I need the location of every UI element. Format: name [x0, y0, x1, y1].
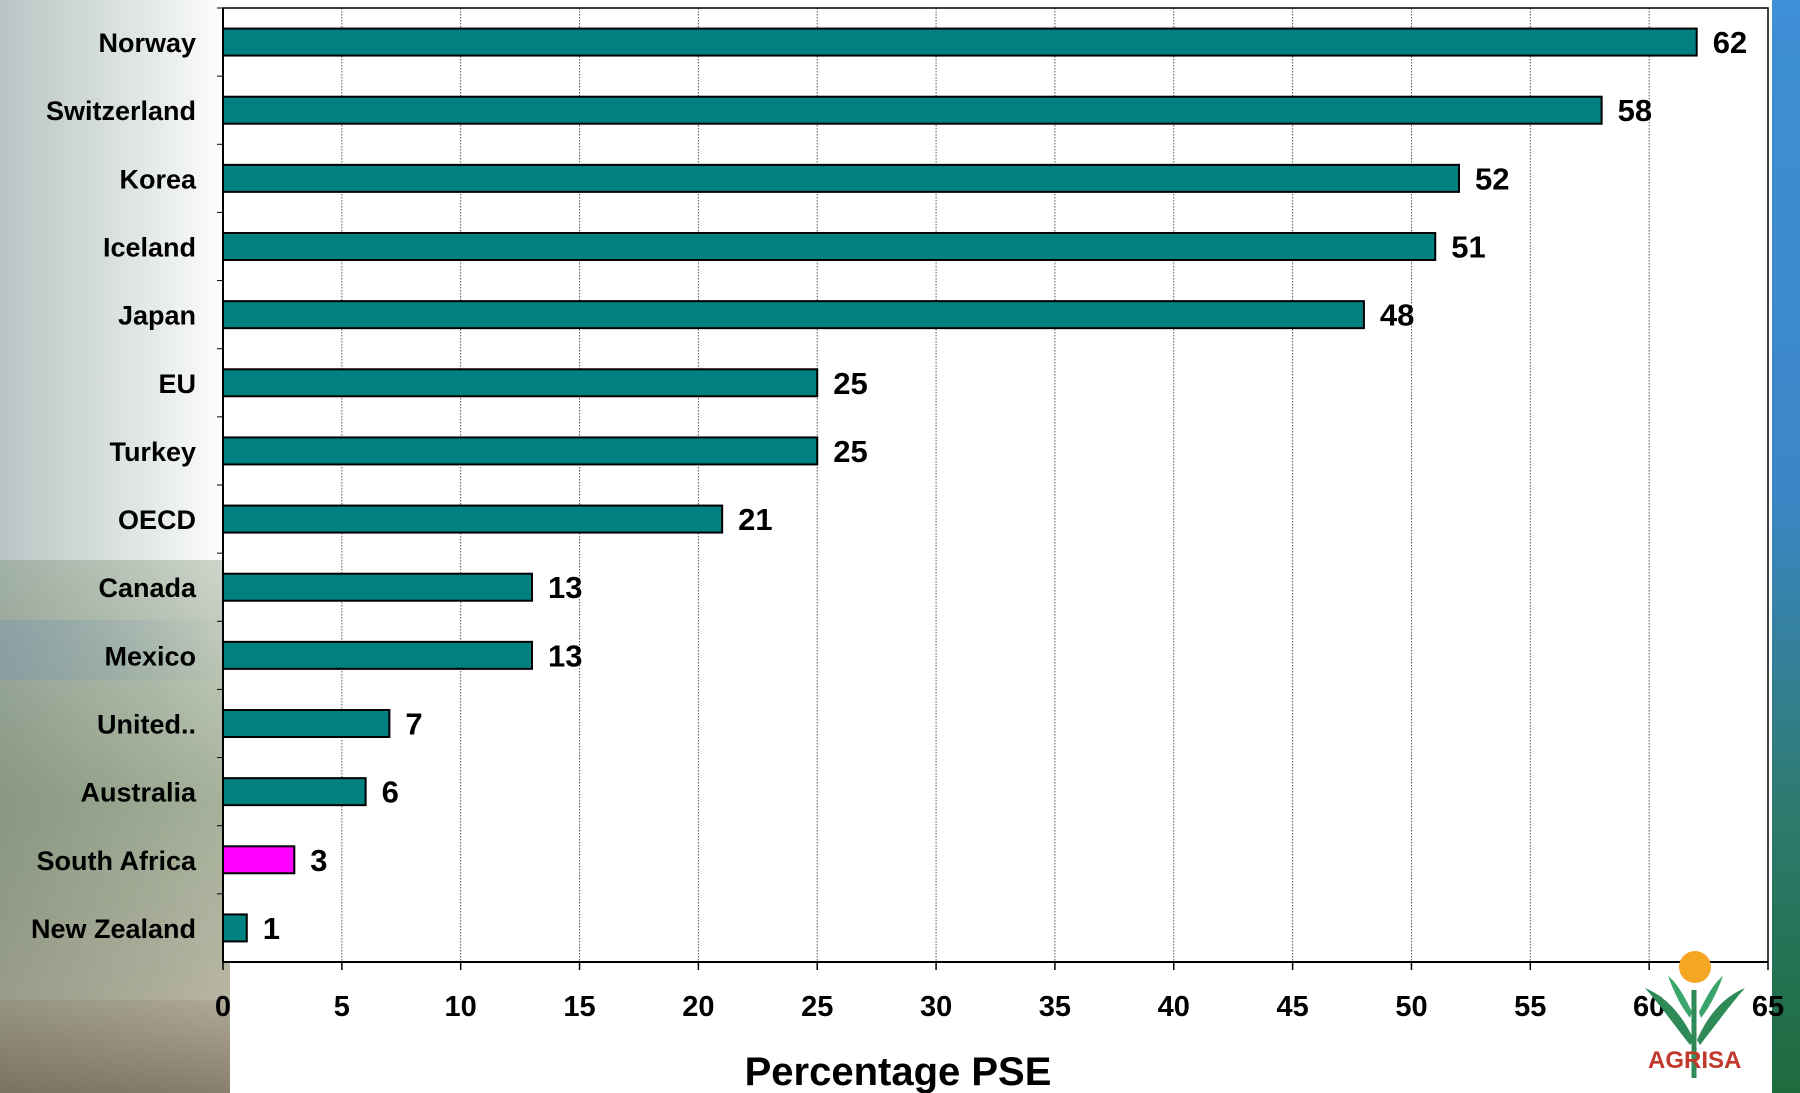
bars [222, 27, 1698, 943]
x-tick-label: 50 [1395, 991, 1427, 1023]
bar-japan [222, 300, 1365, 330]
data-label: 52 [1475, 161, 1509, 196]
category-label: OECD [118, 505, 196, 535]
category-label: Japan [118, 301, 196, 331]
category-labels: Norway Switzerland Korea Iceland Japan EU Turk… [31, 7, 223, 944]
logo-text-agri: AGRI [1648, 1047, 1708, 1074]
bar-eu [222, 368, 819, 398]
bar-new-zealand [222, 913, 248, 943]
bar-korea [222, 163, 1460, 193]
logo-text-sa: SA [1708, 1047, 1741, 1074]
category-label: Canada [98, 573, 197, 603]
category-label: United.. [97, 710, 196, 740]
category-label: Iceland [103, 233, 196, 263]
x-tick-label: 55 [1514, 991, 1546, 1023]
data-label: 51 [1451, 230, 1485, 265]
data-label: 48 [1380, 298, 1414, 333]
bar-south-africa [222, 845, 296, 875]
data-label: 25 [833, 434, 867, 469]
category-label: Korea [119, 164, 197, 194]
x-tick-label: 30 [920, 991, 952, 1023]
x-tick-label: 35 [1039, 991, 1071, 1023]
data-label: 13 [548, 570, 582, 605]
data-label: 1 [263, 911, 280, 946]
logo-sun-icon [1679, 951, 1711, 983]
data-label: 3 [310, 843, 327, 878]
x-tick-label: 60 [1633, 991, 1665, 1023]
category-label: Turkey [109, 437, 196, 467]
category-label: Mexico [104, 641, 196, 671]
category-label: EU [158, 369, 196, 399]
x-tick-label: 20 [682, 991, 714, 1023]
x-tick-label: 15 [563, 991, 595, 1023]
x-tick-label: 25 [801, 991, 833, 1023]
x-tick-label: 40 [1158, 991, 1190, 1023]
category-label: South Africa [36, 846, 196, 876]
data-label: 7 [405, 707, 422, 742]
bar-canada [222, 572, 533, 602]
logo-leaf-right-icon [1697, 988, 1745, 1045]
x-tick-label: 65 [1752, 991, 1784, 1023]
data-label: 58 [1618, 93, 1652, 128]
data-label: 62 [1713, 25, 1747, 60]
x-tick-label: 5 [334, 991, 350, 1023]
x-tick-label: 45 [1276, 991, 1308, 1023]
background-strip-right [1772, 0, 1800, 1093]
category-label: Australia [80, 778, 197, 808]
logo-leaf-inner-left-icon [1668, 976, 1692, 1018]
data-label: 13 [548, 638, 582, 673]
bar-switzerland [222, 95, 1603, 125]
background-photo-bottom [0, 1000, 230, 1093]
category-label: Norway [98, 28, 196, 58]
bar-turkey [222, 436, 819, 466]
logo-leaf-left-icon [1645, 988, 1694, 1045]
x-tick-labels: 0 5 10 15 20 25 30 35 40 45 50 55 60 65 [215, 962, 1784, 1023]
data-labels: 62 58 52 51 48 25 25 21 13 13 76 31 [263, 25, 1747, 946]
data-label: 6 [382, 775, 399, 810]
x-axis-title: Percentage PSE [745, 1050, 1052, 1093]
category-label: New Zealand [31, 914, 196, 944]
x-tick-label: 10 [445, 991, 477, 1023]
bar-united [222, 709, 391, 738]
bar-mexico [222, 640, 533, 670]
bar-oecd [222, 504, 724, 534]
data-label: 25 [833, 366, 867, 401]
plot-frame [222, 7, 1769, 963]
background-photo-left [0, 0, 230, 1093]
bar-norway [222, 27, 1698, 57]
agri-sa-logo: AGRI SA [1645, 951, 1745, 1078]
data-label: 21 [738, 502, 772, 537]
logo-leaf-inner-right-icon [1699, 976, 1723, 1018]
plot-area [223, 8, 1768, 962]
bar-australia [222, 777, 367, 807]
x-tick-label: 0 [215, 991, 231, 1023]
bar-iceland [222, 232, 1437, 261]
category-label: Switzerland [46, 96, 196, 126]
